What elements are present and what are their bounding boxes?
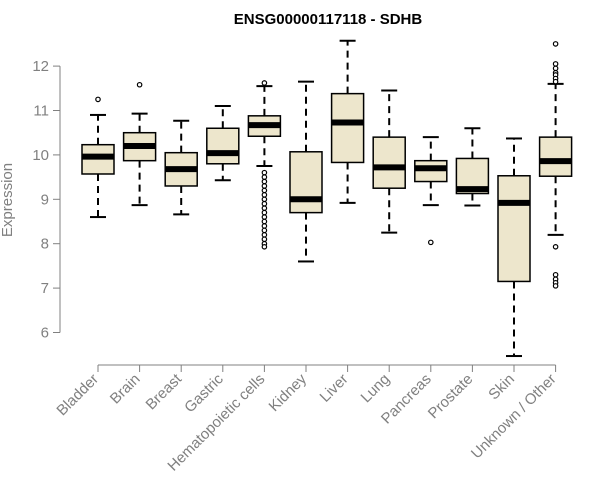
outlier-point bbox=[552, 271, 559, 278]
outlier-point bbox=[552, 78, 559, 85]
y-tick-label: 7 bbox=[41, 280, 49, 297]
outlier-point bbox=[261, 192, 268, 198]
outlier-point bbox=[261, 214, 268, 220]
outlier-point bbox=[552, 61, 559, 67]
x-tick-label: Lung bbox=[358, 371, 394, 407]
box-iqr bbox=[289, 151, 323, 214]
outlier-point bbox=[552, 244, 559, 250]
outlier-point bbox=[261, 209, 268, 216]
boxes-group bbox=[81, 39, 573, 358]
outlier-point bbox=[136, 81, 143, 88]
outlier-point bbox=[261, 205, 268, 211]
outlier-point bbox=[261, 244, 268, 250]
outlier-point bbox=[261, 196, 268, 203]
outlier-point bbox=[261, 187, 268, 194]
box-11 bbox=[497, 137, 531, 358]
outlier-point bbox=[261, 218, 268, 225]
box-iqr bbox=[330, 92, 365, 164]
outlier-point bbox=[261, 174, 268, 180]
outlier-point bbox=[261, 183, 268, 189]
box-9 bbox=[414, 136, 448, 246]
box-iqr bbox=[206, 127, 240, 165]
outlier-point bbox=[261, 232, 268, 238]
y-axis: 6 7 8 9 10 11 12 bbox=[32, 58, 61, 342]
y-tick-label: 8 bbox=[41, 236, 49, 253]
box-4 bbox=[206, 105, 240, 182]
box-7 bbox=[330, 39, 365, 204]
box-6 bbox=[289, 80, 323, 263]
box-8 bbox=[372, 89, 406, 234]
outlier-point bbox=[95, 96, 101, 103]
box-2 bbox=[122, 81, 157, 207]
outlier-point bbox=[427, 239, 434, 246]
box-12 bbox=[538, 41, 573, 289]
outlier-point bbox=[261, 227, 268, 234]
y-tick-label: 12 bbox=[32, 58, 49, 75]
x-tick-label: Skin bbox=[485, 371, 518, 404]
outlier-point bbox=[261, 178, 268, 185]
outlier-point bbox=[552, 65, 559, 72]
box-iqr bbox=[538, 136, 573, 177]
y-tick-label: 6 bbox=[41, 325, 49, 342]
x-tick-label: Brain bbox=[107, 371, 144, 408]
box-iqr bbox=[497, 175, 531, 283]
x-tick-label: Liver bbox=[317, 371, 352, 406]
box-3 bbox=[164, 119, 198, 216]
outlier-point bbox=[261, 223, 268, 229]
x-tick-label: Breast bbox=[143, 370, 186, 413]
outlier-point bbox=[552, 41, 559, 47]
outlier-point bbox=[552, 283, 559, 289]
y-tick-label: 9 bbox=[41, 191, 49, 208]
outlier-point bbox=[261, 236, 268, 243]
box-iqr bbox=[372, 136, 406, 189]
y-tick-label: 11 bbox=[33, 103, 49, 120]
box-10 bbox=[455, 127, 490, 207]
x-tick-label: Bladder bbox=[53, 371, 102, 420]
x-tick-label: Kidney bbox=[266, 370, 311, 415]
outlier-point bbox=[261, 80, 268, 86]
x-tick-label: Prostate bbox=[425, 371, 477, 423]
y-tick-label: 10 bbox=[32, 147, 49, 164]
box-1 bbox=[81, 96, 115, 219]
box-5 bbox=[247, 80, 282, 250]
chart-title: ENSG00000117118 - SDHB bbox=[234, 11, 423, 28]
outlier-point bbox=[261, 200, 268, 207]
outlier-point bbox=[261, 169, 268, 176]
y-axis-label: Expression bbox=[0, 163, 16, 237]
